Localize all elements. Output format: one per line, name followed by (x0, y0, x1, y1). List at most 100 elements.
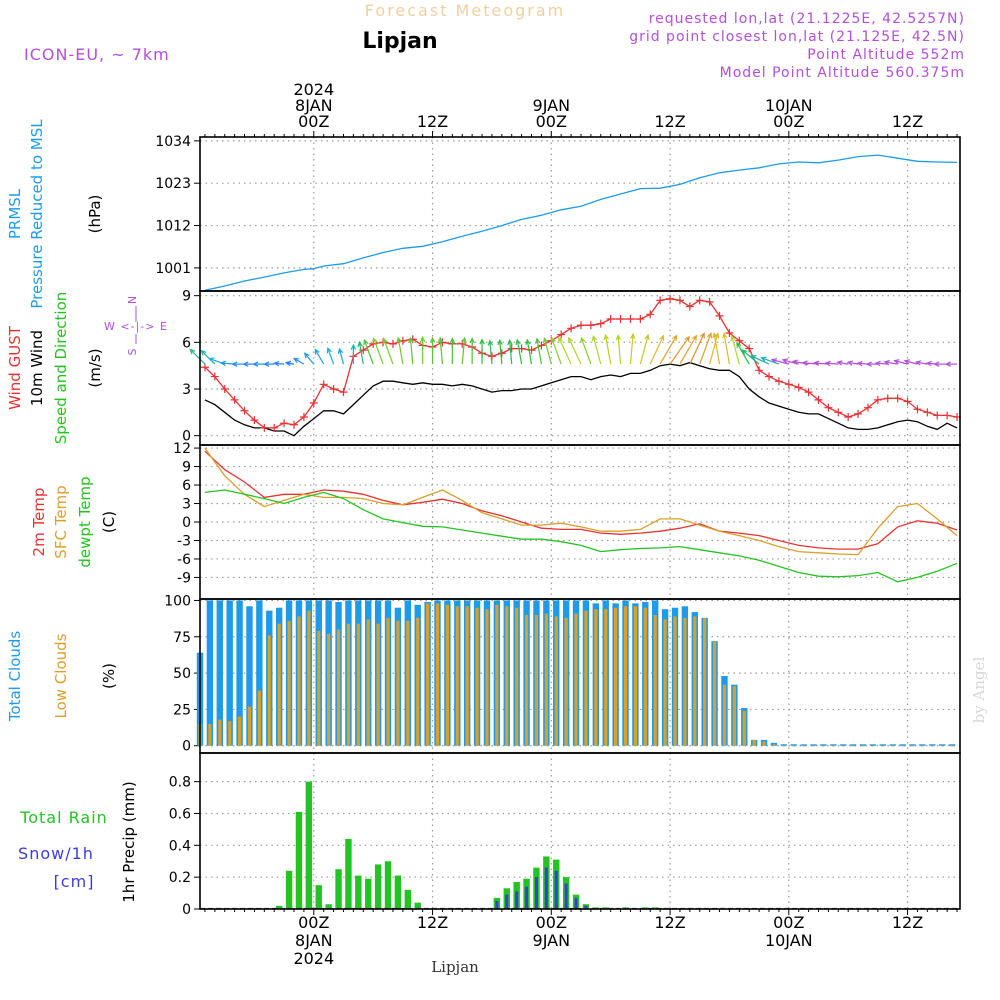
total-cloud-bar (800, 744, 807, 746)
gust-marker (943, 411, 952, 420)
snow-bar (584, 905, 588, 909)
wind-arrow (372, 337, 384, 365)
low-cloud-bar (465, 606, 469, 746)
wind-arrow (591, 334, 602, 365)
precip-side-label: [cm] (54, 872, 95, 891)
temperature-axis-label: 2m Temp (30, 488, 48, 557)
low-cloud-bar (416, 617, 420, 746)
location-title: Lipjan (362, 29, 437, 54)
y-tick-label: 0 (182, 902, 191, 918)
gust-marker (695, 296, 704, 305)
time-label-bottom: 12Z (417, 913, 448, 932)
wind-arrow (944, 361, 958, 367)
gust-marker (804, 388, 813, 397)
wind-arrow-head (781, 358, 789, 364)
low-cloud-bar (317, 630, 321, 746)
gust-marker (705, 297, 714, 306)
total-cloud-bar (840, 744, 847, 746)
low-cloud-bar (871, 745, 875, 747)
wind-arrow-head (542, 336, 549, 344)
total-cloud-bar (216, 600, 223, 746)
wind-arrow-head (550, 336, 556, 344)
gust-marker (903, 397, 912, 406)
gust-marker (685, 302, 694, 311)
low-cloud-bar (881, 745, 885, 747)
wind-arrow (497, 338, 503, 365)
y-tick-label: 0.2 (169, 870, 191, 886)
wind-arrow (722, 332, 731, 365)
low-cloud-bar (346, 623, 351, 746)
wind-arrow-head (263, 361, 270, 367)
wind-arrow-head (699, 332, 705, 339)
rain-bar (275, 905, 283, 909)
low-cloud-bar (356, 623, 360, 746)
low-cloud-bar (712, 641, 717, 746)
wind-arrow-shaft (526, 339, 533, 365)
wind-arrow-head (515, 338, 521, 345)
wind-arrow-head (219, 360, 227, 367)
low-cloud-bar (584, 610, 588, 746)
rain-bar (355, 875, 362, 909)
wind10-line (204, 361, 958, 437)
low-cloud-bar (257, 690, 261, 746)
wind-arrow (760, 356, 780, 365)
wind-arrow (580, 336, 592, 365)
low-cloud-bar (772, 744, 776, 746)
wind-arrow (429, 336, 436, 365)
wind-arrow (469, 337, 475, 365)
time-label-top: 9JAN (533, 96, 571, 115)
wind-arrow (419, 336, 426, 365)
wind-arrow-shaft (894, 360, 908, 365)
low-cloud-bar (762, 741, 766, 746)
low-cloud-bar (386, 617, 390, 746)
gust-marker (913, 405, 922, 414)
total-cloud-bar (256, 600, 263, 746)
wind-arrow-shaft (617, 335, 622, 365)
dewpoint-line (204, 489, 958, 583)
wind-arrow-head (273, 360, 280, 367)
total-cloud-bar (909, 744, 916, 746)
pressure-line (204, 154, 958, 291)
clouds-axis-label: (%) (100, 663, 118, 689)
low-cloud-bar (406, 620, 410, 746)
wind-arrow (568, 336, 582, 365)
wind-arrow (883, 359, 898, 366)
gust-marker (339, 388, 348, 397)
low-cloud-bar (752, 739, 756, 746)
rain-bar (394, 875, 402, 909)
low-cloud-bar (267, 635, 271, 746)
time-label-bottom: 2024 (293, 949, 334, 968)
gust-marker (507, 344, 516, 353)
wind-arrow (189, 348, 206, 365)
gust-marker (834, 408, 843, 417)
wind-arrow-head (231, 361, 238, 367)
wind-arrow-shaft (916, 361, 928, 365)
low-cloud-bar (673, 616, 677, 746)
gust-marker (666, 294, 675, 303)
gust-marker (824, 403, 833, 412)
time-label-bottom: 9JAN (533, 931, 571, 950)
low-cloud-bar (891, 745, 895, 747)
wind-arrow-head (791, 359, 799, 365)
wind-arrow-head (750, 355, 757, 361)
wind-arrow (699, 332, 713, 365)
precip-side-label: Total Rain (19, 808, 108, 827)
wind-arrow-shaft (771, 359, 789, 365)
wind-arrow-shaft (409, 338, 414, 365)
low-cloud-bar (831, 745, 835, 747)
precip-side-label: Snow/1h (18, 844, 94, 863)
wind-arrow-head (419, 336, 426, 343)
wind-arrow-head (507, 338, 513, 346)
gust-marker (863, 403, 872, 412)
gust-marker (854, 409, 863, 418)
wind-arrow-head (479, 338, 485, 345)
wind-arrow-shaft (639, 334, 649, 365)
low-cloud-bar (554, 616, 558, 746)
wind-arrow (487, 339, 493, 365)
low-cloud-bar (327, 633, 331, 746)
time-label-top: 12Z (417, 112, 448, 131)
wind-arrow-head (712, 332, 718, 339)
wind-arrow (639, 333, 650, 365)
total-cloud-bar (246, 606, 253, 746)
